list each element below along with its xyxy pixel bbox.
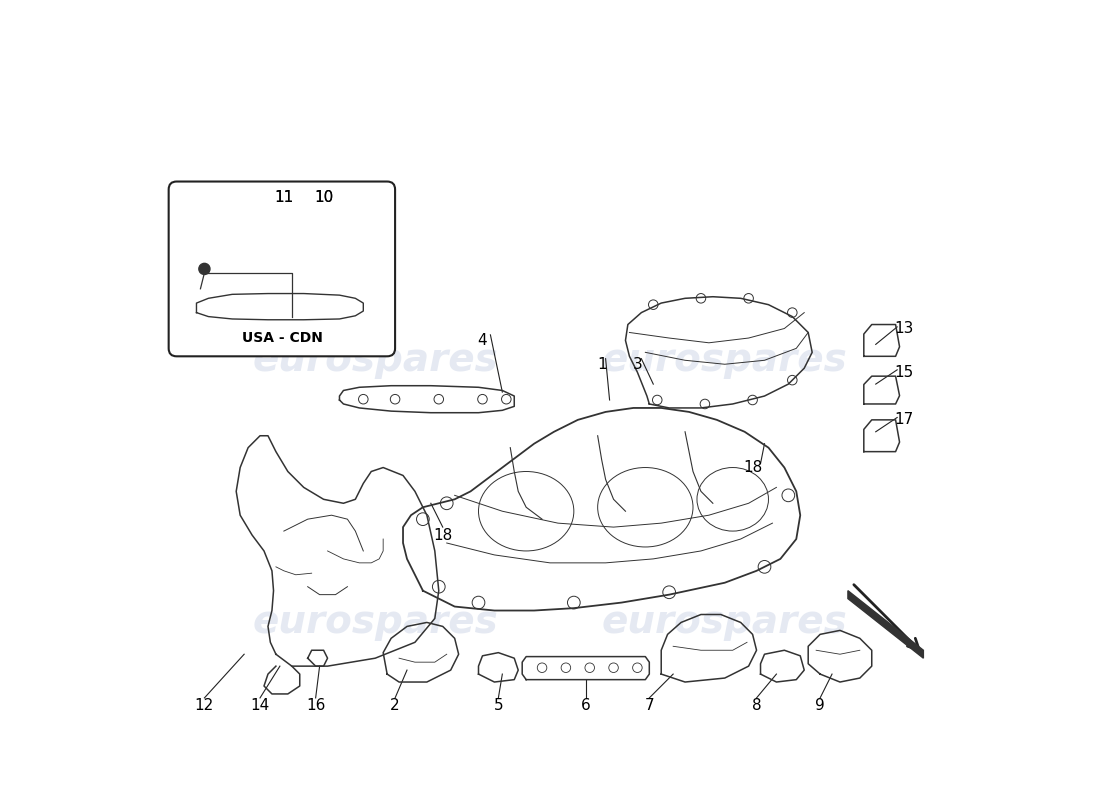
Text: 9: 9 <box>815 698 825 714</box>
Text: 18: 18 <box>742 460 762 475</box>
Text: USA - CDN: USA - CDN <box>242 331 322 345</box>
Polygon shape <box>848 590 923 658</box>
Text: 5: 5 <box>494 698 503 714</box>
Text: 15: 15 <box>894 365 913 380</box>
Text: 16: 16 <box>306 698 326 714</box>
Text: 6: 6 <box>581 698 591 714</box>
Text: 11: 11 <box>274 190 294 205</box>
FancyBboxPatch shape <box>168 182 395 356</box>
Text: eurospares: eurospares <box>252 603 498 642</box>
Text: 12: 12 <box>195 698 214 714</box>
Text: 4: 4 <box>477 333 487 348</box>
Text: 17: 17 <box>894 412 913 427</box>
Circle shape <box>199 263 210 274</box>
Text: 10: 10 <box>314 190 333 205</box>
Text: 14: 14 <box>251 698 270 714</box>
Text: 2: 2 <box>390 698 400 714</box>
Text: 18: 18 <box>433 527 452 542</box>
Text: eurospares: eurospares <box>602 603 848 642</box>
Text: 10: 10 <box>314 190 333 205</box>
Text: 8: 8 <box>751 698 761 714</box>
Text: 3: 3 <box>632 357 642 372</box>
Text: 7: 7 <box>645 698 654 714</box>
Text: 11: 11 <box>274 190 294 205</box>
Text: 1: 1 <box>597 357 606 372</box>
Text: eurospares: eurospares <box>602 342 848 379</box>
Text: eurospares: eurospares <box>252 342 498 379</box>
Text: 13: 13 <box>894 321 913 336</box>
